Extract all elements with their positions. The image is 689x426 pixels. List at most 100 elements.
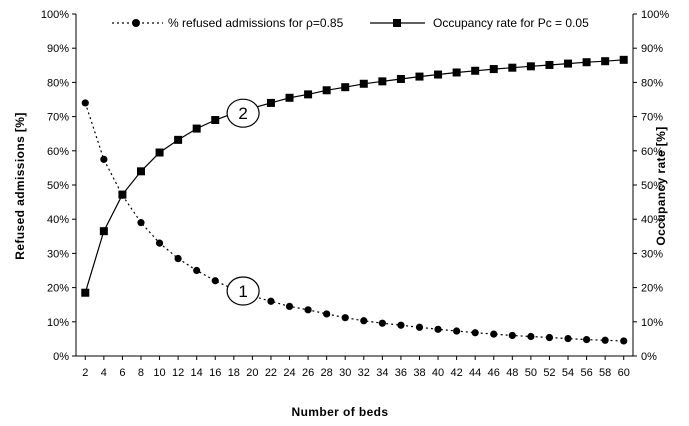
refused-admissions-point: [323, 310, 331, 318]
occupancy-rate-line: [84, 59, 624, 293]
left-y-axis-title: Refused admissions [%]: [13, 112, 27, 260]
refused-admissions-point: [564, 334, 572, 343]
left-y-tick-label: 100%: [41, 9, 69, 21]
legend: % refused admissions for ρ=0.85 Occupanc…: [112, 16, 589, 30]
right-y-tick-label: 50%: [641, 180, 663, 192]
refused-admissions-point: [582, 335, 591, 344]
series-occupancy-rate: [81, 55, 628, 297]
left-y-tick-label: 30%: [47, 248, 69, 260]
x-tick-label: 2: [82, 367, 88, 379]
occupancy-rate-point: [378, 77, 387, 86]
right-y-tick-label: 40%: [641, 214, 663, 226]
refused-admissions-point: [174, 254, 182, 263]
legend-label-refused: % refused admissions for ρ=0.85: [168, 16, 344, 30]
x-tick-label: 60: [618, 367, 630, 379]
left-y-tick-label: 20%: [47, 283, 69, 295]
x-tick-label: 26: [302, 367, 314, 379]
occupancy-rate-point: [285, 93, 294, 102]
right-y-tick-label: 70%: [641, 112, 663, 124]
callout-circle-2: [226, 98, 260, 128]
legend-square-marker: [393, 19, 401, 27]
x-tick-label: 16: [209, 367, 221, 379]
x-tick-label: 44: [469, 367, 481, 379]
x-tick-label: 20: [246, 367, 258, 379]
x-tick-label: 48: [506, 367, 518, 379]
left-y-tick-label: 80%: [47, 77, 69, 89]
refused-admissions-point: [601, 336, 609, 344]
x-tick-label: 56: [580, 367, 592, 379]
refused-admissions-point: [527, 332, 535, 341]
x-tick-label: 14: [191, 367, 203, 379]
occupancy-rate-point: [526, 62, 535, 71]
right-y-axis-title: Occupancy rate [%]: [654, 126, 668, 245]
x-tick-label: 50: [525, 367, 537, 379]
left-y-tick-label: 10%: [47, 317, 69, 329]
occupancy-rate-point: [415, 72, 424, 81]
refused-admissions-point: [100, 155, 108, 163]
right-y-axis-ticks: 0% 10% 20% 30% 40% 50% 60% 70% 80% 90% 100%: [633, 9, 669, 363]
x-tick-label: 24: [283, 367, 295, 379]
right-y-tick-label: 100%: [641, 9, 669, 21]
refused-admissions-point: [341, 314, 349, 322]
occupancy-rate-point: [136, 167, 145, 176]
left-y-tick-label: 0%: [53, 351, 69, 363]
refused-admissions-point: [211, 277, 219, 285]
callout-label-1: 1: [238, 282, 247, 301]
x-tick-label: 46: [488, 367, 500, 379]
occupancy-rate-point: [322, 86, 331, 95]
occupancy-rate-point: [304, 90, 313, 99]
refused-admissions-point: [304, 306, 312, 314]
x-tick-label: 6: [119, 367, 125, 379]
callout-circle-1: [226, 276, 260, 306]
left-y-tick-label: 50%: [47, 180, 69, 192]
series-refused-admissions: [81, 99, 628, 345]
occupancy-rate-point: [81, 288, 90, 297]
x-tick-label: 34: [376, 367, 388, 379]
right-y-tick-label: 30%: [641, 248, 663, 260]
right-y-tick-label: 60%: [641, 146, 663, 158]
legend-circle-marker: [132, 19, 140, 27]
refused-admissions-point: [490, 330, 498, 338]
x-tick-label: 18: [228, 367, 240, 379]
right-y-tick-label: 20%: [641, 283, 663, 295]
x-tick-label: 54: [562, 367, 574, 379]
refused-admissions-point: [267, 297, 275, 305]
occupancy-rate-point: [452, 68, 461, 77]
x-tick-label: 12: [172, 367, 184, 379]
x-tick-label: 10: [153, 367, 165, 379]
x-tick-label: 8: [138, 367, 144, 379]
occupancy-rate-point: [619, 55, 628, 64]
refused-admissions-point: [415, 323, 424, 331]
callout-label-2: 2: [238, 104, 247, 123]
refused-admissions-point: [378, 319, 386, 327]
refused-admissions-line: [84, 102, 624, 342]
x-tick-label: 28: [321, 367, 333, 379]
refused-admissions-point: [508, 331, 516, 340]
right-y-tick-label: 10%: [641, 317, 663, 329]
refused-admissions-point: [81, 99, 89, 107]
occupancy-rate-point: [564, 59, 573, 68]
refused-admissions-point: [137, 219, 145, 227]
refused-admissions-point: [155, 239, 164, 247]
x-tick-label: 36: [395, 367, 407, 379]
refused-admissions-point: [360, 317, 368, 325]
occupancy-rate-point: [582, 58, 591, 67]
occupancy-rate-point: [99, 227, 108, 236]
occupancy-rate-point: [118, 190, 127, 199]
occupancy-rate-point: [211, 116, 220, 125]
right-y-tick-label: 0%: [641, 351, 657, 363]
occupancy-rate-point: [155, 148, 164, 157]
x-tick-label: 40: [432, 367, 444, 379]
left-y-tick-label: 40%: [47, 214, 69, 226]
refused-admissions-point: [397, 321, 405, 329]
occupancy-rate-point: [359, 79, 368, 88]
occupancy-rate-point: [174, 135, 183, 144]
x-tick-label: 22: [265, 367, 277, 379]
occupancy-rate-point: [508, 63, 517, 72]
occupancy-rate-point: [192, 124, 201, 133]
left-y-axis-ticks: 0% 10% 20% 30% 40% 50% 60% 70% 80% 90% 100%: [41, 9, 76, 363]
x-tick-label: 52: [543, 367, 555, 379]
occupancy-rate-point: [341, 83, 350, 92]
refused-admissions-point: [620, 337, 628, 345]
occupancy-rate-point: [434, 70, 443, 79]
